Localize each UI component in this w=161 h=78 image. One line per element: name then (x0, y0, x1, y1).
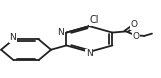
Text: N: N (57, 28, 63, 37)
Text: N: N (9, 33, 16, 42)
Text: O: O (131, 20, 138, 29)
Text: Cl: Cl (90, 15, 99, 25)
Text: N: N (86, 49, 93, 58)
Text: O: O (132, 32, 139, 41)
